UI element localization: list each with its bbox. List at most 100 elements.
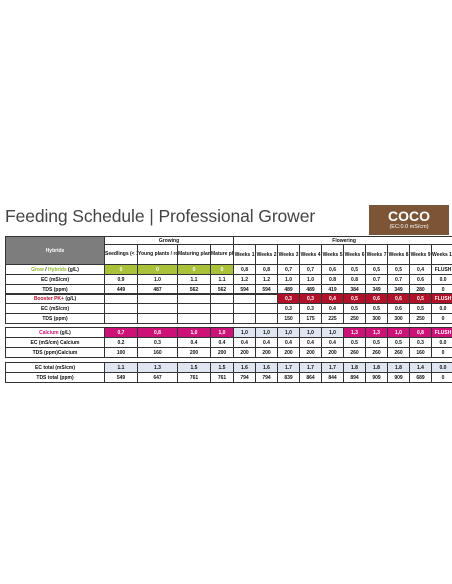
- cell: 0,4: [409, 264, 433, 275]
- cell: 0.3: [137, 337, 178, 348]
- cell: 647: [137, 372, 178, 383]
- cell: 1,0: [177, 327, 211, 338]
- cell: 260: [387, 347, 410, 358]
- cell: 1,0: [210, 327, 234, 338]
- cell: 260: [365, 347, 388, 358]
- booster-tds-row: TDS (ppm) 150 175 225 250 300 300 250 0: [5, 313, 452, 324]
- cell: 0.6: [409, 274, 433, 285]
- cell: 0,8: [137, 327, 178, 338]
- cell: 0: [209, 264, 235, 275]
- cell: 200: [177, 347, 211, 358]
- cell: 0.5: [343, 337, 366, 348]
- week-header: Weeks 6: [343, 244, 367, 265]
- growing-header: Growing: [103, 236, 235, 245]
- week-header: Weeks 3: [277, 244, 301, 265]
- cell: 0.4: [210, 337, 234, 348]
- week-header: Weeks 5: [321, 244, 345, 265]
- totals-table: EC total (mS/cm) 1.1 1.3 1.5 1.5 1.6 1.6 1.7 1.…: [5, 362, 452, 383]
- cell: 0.0: [431, 274, 452, 285]
- cell: 1,0: [321, 327, 344, 338]
- cell: 0,5: [343, 264, 367, 275]
- calcium-table: Calcium (g/L) 0,7 0,8 1,0 1,0 1,0 1,0 1,0 1,0 1,…: [5, 327, 452, 358]
- cell: 0,8: [409, 327, 432, 338]
- week-header: Weeks 10: [431, 244, 452, 265]
- cell: 0.4: [321, 337, 344, 348]
- cell: 260: [343, 347, 366, 358]
- cell: [177, 293, 211, 304]
- cell: 1,0: [255, 327, 278, 338]
- grow-row: Grow / Hybrids (g/L) 0 0 0 0 0,8 0,8 0,7 0,7 0,6…: [5, 264, 452, 275]
- cell: 1.0: [137, 274, 178, 285]
- cell: 1,0: [233, 327, 256, 338]
- cell: 1,0: [387, 327, 410, 338]
- cell: 150: [277, 313, 300, 324]
- cell: [255, 293, 278, 304]
- booster-label: Booster PK+ (g/L): [5, 293, 105, 304]
- cell: 0: [431, 313, 452, 324]
- calcium-row: Calcium (g/L) 0,7 0,8 1,0 1,0 1,0 1,0 1,0 1,0 1,…: [5, 327, 452, 338]
- calcium-tds-row: TDS (ppm)Calcium 100 160 200 200 200 200 200 20…: [5, 347, 452, 358]
- cell: 0: [431, 372, 452, 383]
- cell: 1.6: [233, 362, 256, 373]
- cell: 1.2: [233, 274, 257, 285]
- cell: 0,7: [277, 264, 301, 275]
- cell: 0.8: [321, 274, 345, 285]
- cell: 0,6: [365, 293, 388, 304]
- cell: 0,5: [387, 264, 411, 275]
- cell: 0: [104, 264, 138, 275]
- cell: [104, 293, 138, 304]
- cell: 0,3: [299, 293, 322, 304]
- cell: 1.2: [255, 274, 279, 285]
- cell: 160: [137, 347, 178, 358]
- cell: 0.7: [365, 274, 389, 285]
- cell: 0,8: [255, 264, 279, 275]
- cell: 0,8: [233, 264, 257, 275]
- calcium-ec-label: EC (mS/cm) Calcium: [5, 337, 105, 348]
- cell: 200: [321, 347, 344, 358]
- cell: [210, 303, 234, 314]
- cell: 175: [299, 313, 322, 324]
- cell: 689: [409, 372, 432, 383]
- cell: 0,7: [104, 327, 138, 338]
- cell: 761: [177, 372, 211, 383]
- cell: 0.0: [431, 303, 452, 314]
- cell: [177, 303, 211, 314]
- cell: 1.5: [210, 362, 234, 373]
- cell: 1,3: [365, 327, 388, 338]
- cell: 1,0: [299, 327, 322, 338]
- cell: 1.0: [277, 274, 301, 285]
- cell: 1.7: [299, 362, 322, 373]
- calcium-ec-row: EC (mS/cm) Calcium 0.2 0.3 0.4 0.4 0.4 0.4 0.4…: [5, 337, 452, 348]
- cell: 844: [321, 372, 344, 383]
- cell: 0.5: [387, 337, 410, 348]
- cell: 1.7: [321, 362, 344, 373]
- cell: 0.7: [387, 274, 411, 285]
- cell: 1,0: [277, 327, 300, 338]
- cell: FLUSH: [431, 293, 452, 304]
- hybrids-header: Hybrids: [5, 236, 105, 265]
- cell: 0.5: [409, 303, 432, 314]
- cell: 200: [233, 347, 256, 358]
- cell: [233, 303, 256, 314]
- cell: 1.5: [177, 362, 211, 373]
- cell: 909: [365, 372, 388, 383]
- cell: 0.0: [431, 362, 452, 373]
- cell: 0.2: [104, 337, 138, 348]
- calcium-tds-label: TDS (ppm)Calcium: [5, 347, 105, 358]
- coco-badge: COCO (EC:0.0 mS/cm): [369, 205, 449, 235]
- cell: 200: [277, 347, 300, 358]
- total-ec-label: EC total (mS/cm): [5, 362, 105, 373]
- cell: [137, 313, 178, 324]
- badge-name: COCO: [388, 208, 430, 224]
- cell: [255, 313, 278, 324]
- cell: 250: [343, 313, 366, 324]
- cell: 1.1: [209, 274, 235, 285]
- cell: 1.7: [277, 362, 300, 373]
- cell: FLUSH: [431, 264, 452, 275]
- cell: 1.8: [343, 362, 366, 373]
- cell: 300: [365, 313, 388, 324]
- cell: 300: [387, 313, 410, 324]
- booster-ec-label: EC (mS/cm): [5, 303, 105, 314]
- cell: 909: [387, 372, 410, 383]
- cell: 0.4: [299, 337, 322, 348]
